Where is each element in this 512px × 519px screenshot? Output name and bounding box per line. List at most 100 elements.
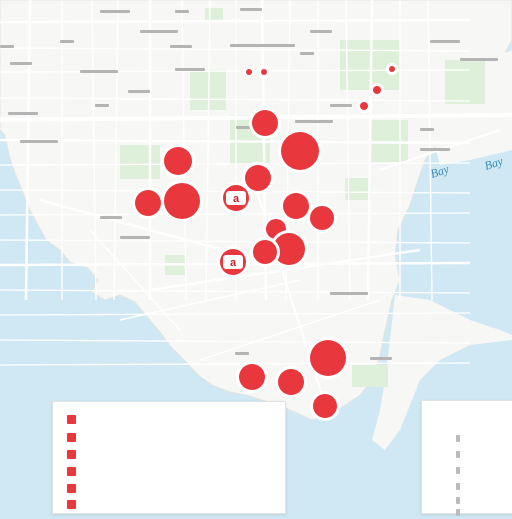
street-labels <box>0 8 498 360</box>
water-labels: Bay Bay <box>429 154 506 181</box>
marker-dot <box>164 183 200 219</box>
marker-dot <box>313 394 337 418</box>
road <box>89 229 181 331</box>
map-marker[interactable] <box>275 366 307 398</box>
street-label <box>100 10 130 13</box>
road <box>119 279 301 321</box>
legend-right-row[interactable] <box>436 447 506 461</box>
road <box>0 138 471 145</box>
street-label <box>175 68 205 71</box>
legend-swatch <box>67 449 76 459</box>
legend-right-row[interactable] <box>436 463 506 477</box>
street-label <box>420 128 434 131</box>
road <box>0 18 471 24</box>
map-marker[interactable] <box>357 99 371 113</box>
legend-row[interactable] <box>67 447 267 461</box>
street-label <box>310 30 332 33</box>
street-label <box>265 44 295 47</box>
map-marker[interactable] <box>386 63 398 75</box>
map-marker[interactable]: a <box>217 246 249 278</box>
map-marker[interactable] <box>310 391 340 421</box>
marker-dot <box>278 369 304 395</box>
map-marker[interactable] <box>236 361 268 393</box>
street-label <box>235 352 249 355</box>
marker-dot <box>310 206 334 230</box>
marker-dot <box>360 102 368 110</box>
map-marker[interactable] <box>243 66 255 78</box>
legend-swatch <box>67 432 76 442</box>
street-label <box>80 70 118 73</box>
legend-row[interactable] <box>67 497 267 511</box>
marker-dot <box>135 190 161 216</box>
street-label <box>100 216 122 219</box>
map-marker[interactable] <box>161 144 195 178</box>
legend-swatch <box>67 499 76 509</box>
map-marker[interactable] <box>132 187 164 219</box>
road <box>0 239 471 244</box>
road <box>0 362 471 366</box>
legend-right-marker <box>456 434 460 442</box>
road <box>199 299 381 361</box>
legend-right-row[interactable] <box>436 493 506 507</box>
map-marker[interactable] <box>307 337 349 379</box>
street-label <box>460 58 498 61</box>
street-label <box>0 45 14 48</box>
map-marker[interactable] <box>270 230 308 268</box>
street-label <box>300 52 314 55</box>
street-label <box>420 148 450 151</box>
legend-right-row[interactable] <box>436 505 506 519</box>
marker-label: a <box>233 193 240 205</box>
water-label-bay-1: Bay <box>429 162 452 181</box>
legend-right-row[interactable] <box>436 431 506 445</box>
marker-dot <box>239 364 265 390</box>
street-label <box>128 90 150 93</box>
marker-dot <box>389 66 395 72</box>
road <box>0 312 471 316</box>
marker-dot <box>283 193 309 219</box>
legend-row[interactable] <box>67 430 267 444</box>
map-marker[interactable] <box>242 162 274 194</box>
map-marker[interactable] <box>161 180 203 222</box>
legend-row[interactable] <box>67 464 267 478</box>
map-marker[interactable] <box>307 203 337 233</box>
marker-dot <box>245 165 271 191</box>
street-label <box>10 62 32 65</box>
legend-swatch <box>67 414 76 424</box>
street-label <box>230 44 268 47</box>
road <box>149 248 421 292</box>
map-marker[interactable] <box>249 107 281 139</box>
marker-label-box <box>226 191 246 205</box>
map-marker[interactable] <box>278 129 322 173</box>
legend-right-row[interactable] <box>436 479 506 493</box>
road <box>205 0 211 301</box>
street-label <box>236 126 250 129</box>
map-marker[interactable] <box>258 66 270 78</box>
map-marker[interactable] <box>250 237 280 267</box>
map-marker[interactable]: a <box>220 182 252 214</box>
road <box>113 0 119 301</box>
map-marker[interactable] <box>370 83 384 97</box>
street-label <box>430 40 460 43</box>
north-shore-land <box>420 50 512 165</box>
marker-dot <box>252 110 278 136</box>
street-label <box>95 104 109 107</box>
street-label <box>295 120 333 123</box>
street-label <box>60 40 74 43</box>
road <box>0 47 471 52</box>
legend-row[interactable] <box>67 481 267 495</box>
legend-panel-left <box>52 401 286 514</box>
legend-row[interactable] <box>67 412 267 426</box>
road <box>0 162 471 166</box>
road <box>91 0 97 301</box>
street-label <box>240 8 262 11</box>
legend-right-marker <box>456 496 460 504</box>
map-marker[interactable] <box>280 190 312 222</box>
street-label <box>20 140 58 143</box>
road <box>249 169 331 421</box>
street-label <box>330 104 352 107</box>
land-mass <box>0 0 512 421</box>
legend-right-marker <box>456 482 460 490</box>
street-label <box>8 112 38 115</box>
street-label <box>175 10 189 13</box>
